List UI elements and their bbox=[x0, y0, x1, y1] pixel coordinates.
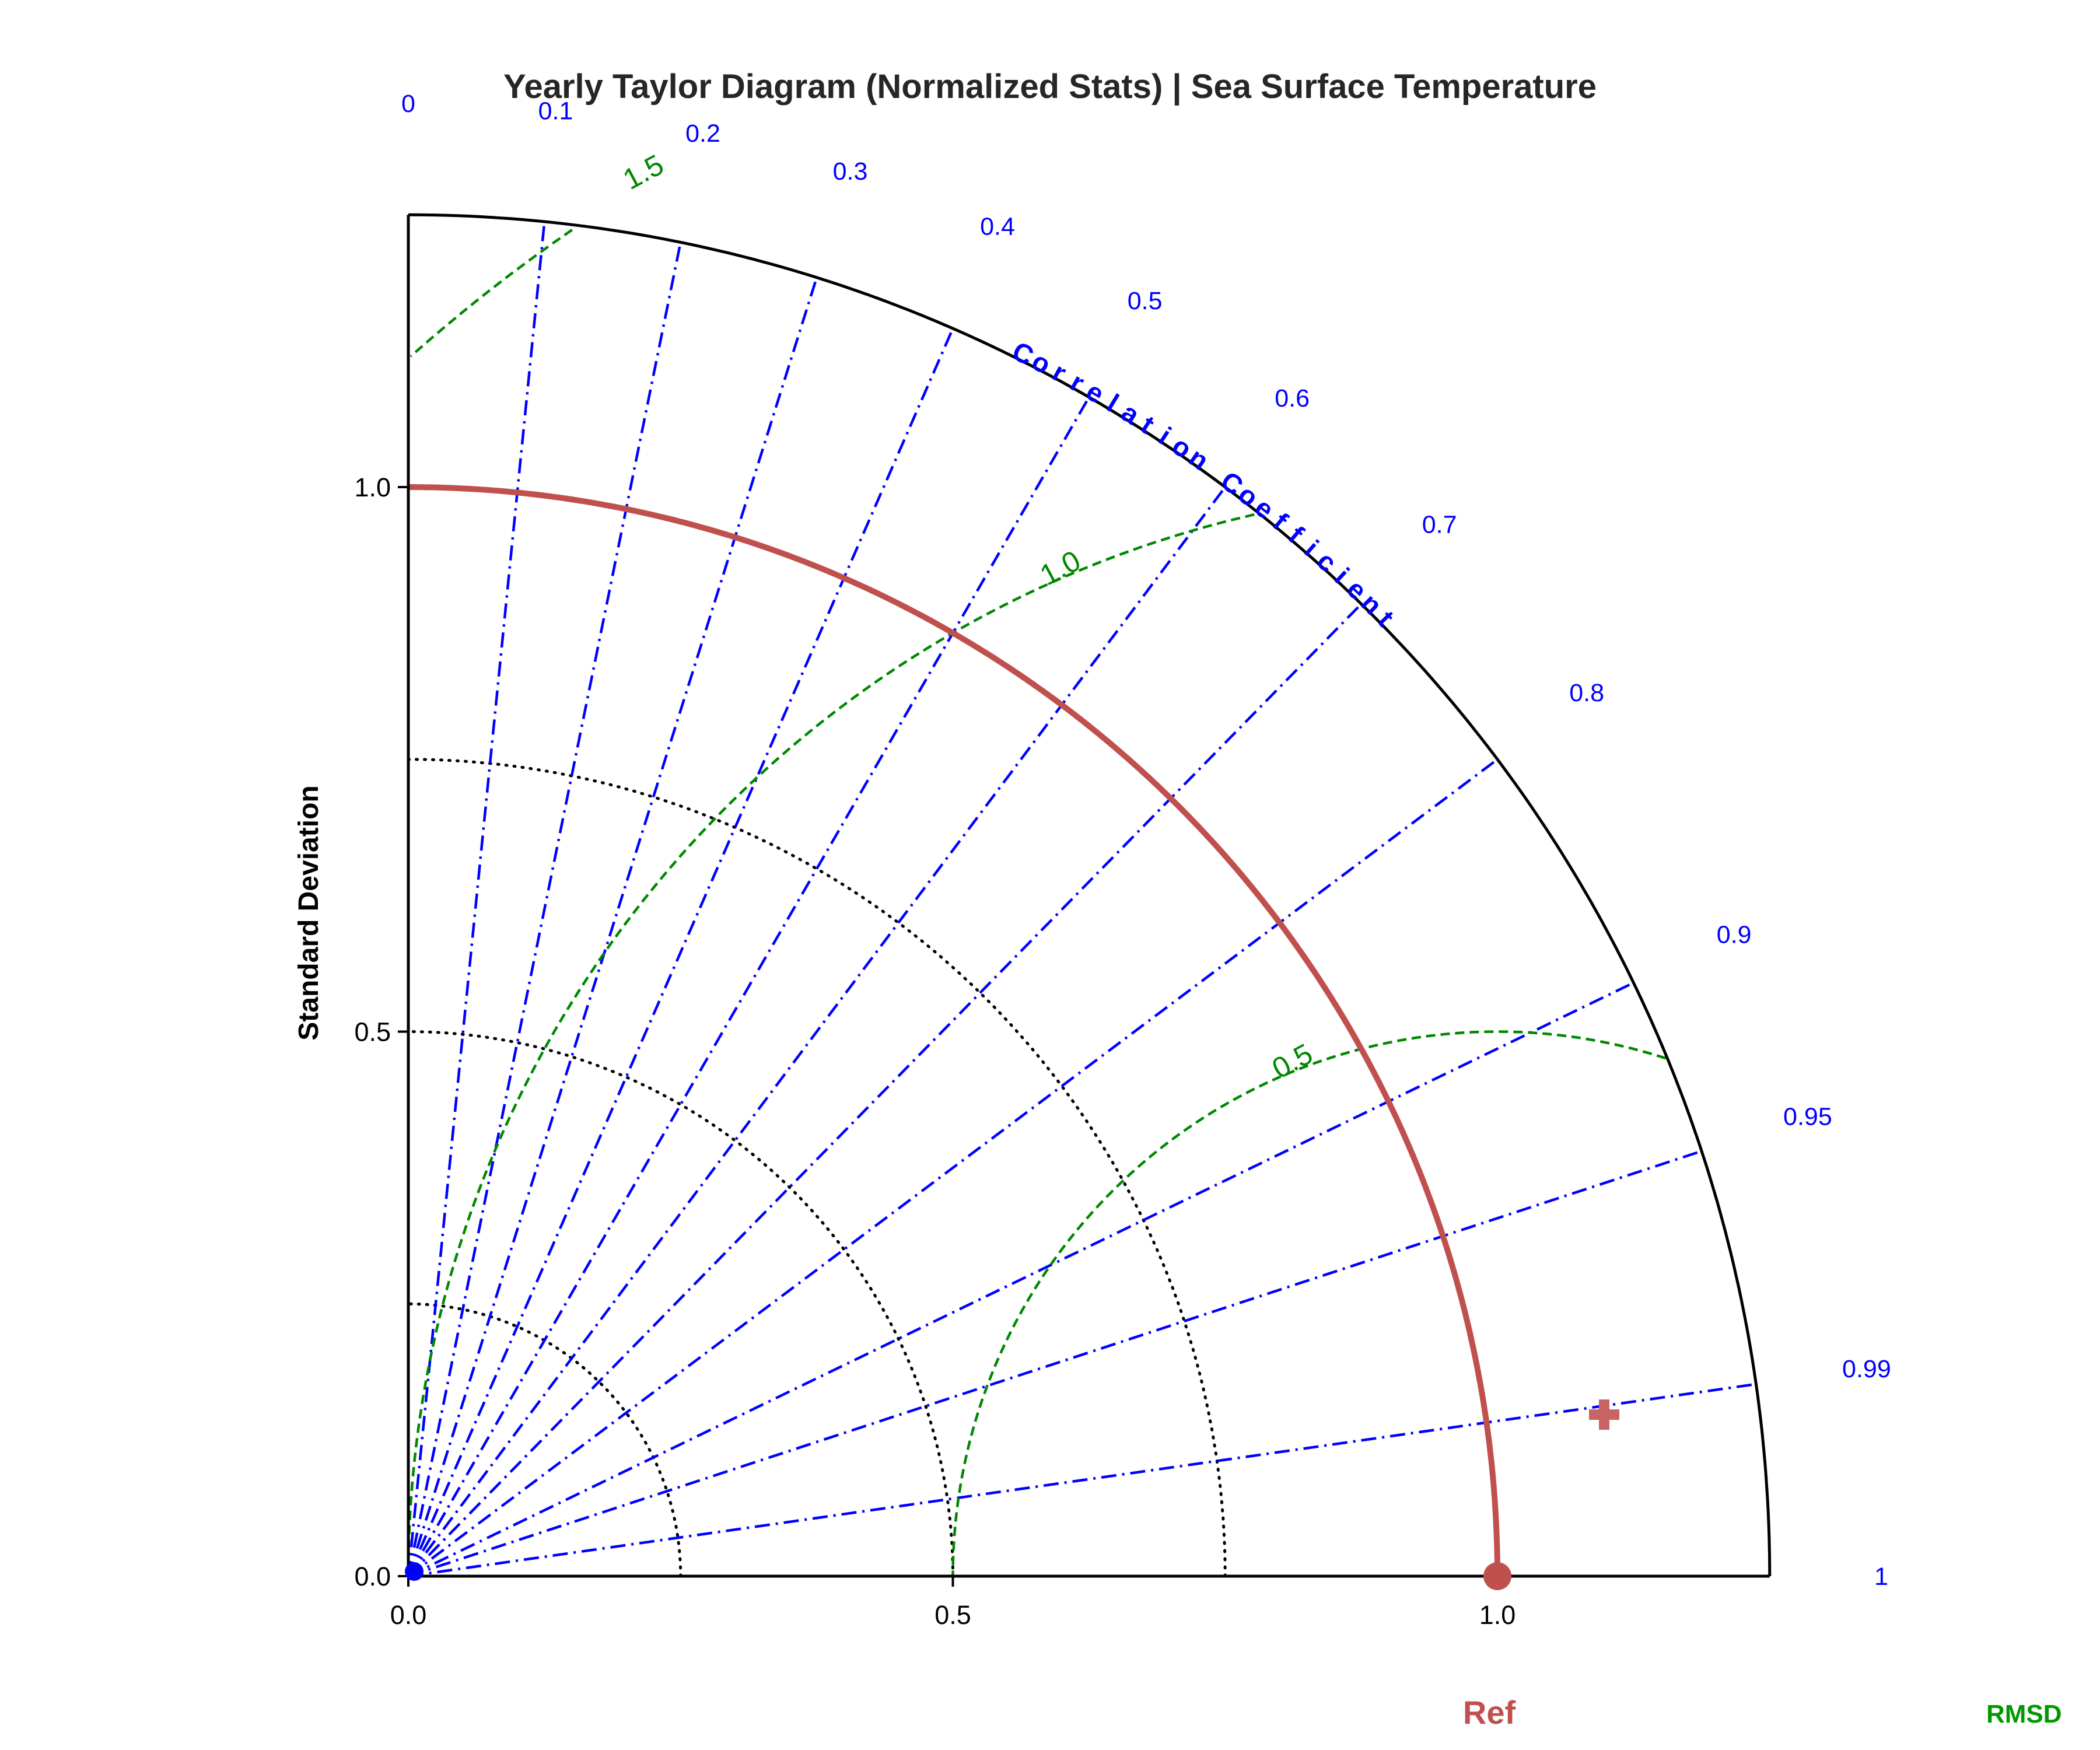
correlation-tick-label: 0.1 bbox=[538, 97, 573, 125]
legend-rmsd-label: RMSD bbox=[1986, 1700, 2062, 1728]
grid-layer bbox=[407, 221, 1756, 1578]
correlation-tick-label: 0.4 bbox=[980, 213, 1015, 241]
correlation-ray bbox=[407, 396, 1090, 1577]
legend-ref-label: Ref bbox=[1463, 1694, 1516, 1731]
rmsd-contour-label: 1.0 bbox=[1035, 544, 1086, 592]
correlation-ray bbox=[408, 1382, 1756, 1578]
correlation-ray bbox=[408, 1150, 1702, 1578]
correlation-tick-label: 0.6 bbox=[1275, 384, 1310, 412]
x-tick-label: 1.0 bbox=[1479, 1600, 1516, 1630]
correlation-ray bbox=[408, 981, 1634, 1578]
y-tick-label: 0.0 bbox=[354, 1562, 391, 1591]
rmsd-contour bbox=[951, 1030, 1667, 1576]
correlation-ray bbox=[407, 758, 1499, 1577]
y-tick-label: 0.5 bbox=[354, 1017, 391, 1047]
x-tick-label: 0.0 bbox=[390, 1600, 427, 1630]
correlation-ray bbox=[407, 242, 682, 1577]
correlation-tick-label: 0.99 bbox=[1842, 1355, 1891, 1383]
std-grid-circle bbox=[407, 1030, 954, 1578]
correlation-ray bbox=[407, 603, 1363, 1577]
correlation-axis-label-glyph: t bbox=[1136, 410, 1160, 440]
rmsd-contour-label: 1.5 bbox=[618, 148, 669, 196]
correlation-ray bbox=[407, 221, 546, 1577]
reference-point bbox=[1483, 1562, 1511, 1590]
correlation-tick-label: 0.5 bbox=[1128, 287, 1163, 315]
std-grid-circle bbox=[407, 1302, 682, 1578]
correlation-tick-label: 0.95 bbox=[1783, 1103, 1832, 1131]
correlation-ray bbox=[407, 328, 954, 1577]
origin-marker bbox=[405, 1562, 424, 1581]
y-axis-label: Standard Deviation bbox=[293, 785, 324, 1040]
correlation-tick-label: 0.8 bbox=[1569, 679, 1604, 707]
correlation-tick-label: 0.9 bbox=[1717, 921, 1752, 949]
axes-layer bbox=[398, 213, 1772, 1587]
rmsd-contour-label: 0.5 bbox=[1267, 1037, 1318, 1085]
text-layer: Yearly Taylor Diagram (Normalized Stats)… bbox=[293, 68, 2062, 1731]
rmsd-contour bbox=[407, 513, 1255, 1576]
model-point bbox=[1589, 1399, 1620, 1430]
std-grid-circle bbox=[407, 758, 1227, 1578]
correlation-axis-label-glyph: e bbox=[1082, 376, 1110, 410]
correlation-tick-label: 1 bbox=[1874, 1563, 1888, 1591]
y-tick-label: 1.0 bbox=[354, 473, 391, 502]
correlation-tick-label: 0.3 bbox=[833, 158, 868, 186]
correlation-tick-label: 0.2 bbox=[685, 120, 720, 148]
chart-title: Yearly Taylor Diagram (Normalized Stats)… bbox=[503, 68, 1597, 106]
correlation-tick-label: 0 bbox=[401, 90, 415, 118]
correlation-tick-label: 0.7 bbox=[1422, 511, 1457, 539]
rmsd-contour bbox=[410, 229, 573, 358]
outer-arc bbox=[408, 213, 1772, 1577]
x-tick-label: 0.5 bbox=[935, 1600, 971, 1630]
correlation-ray bbox=[407, 277, 818, 1577]
marks-layer bbox=[405, 1399, 1620, 1590]
correlation-axis-label-glyph: a bbox=[1116, 397, 1144, 430]
correlation-axis-label-glyph: l bbox=[1102, 388, 1124, 418]
correlation-ray bbox=[407, 486, 1227, 1577]
reference-std-circle bbox=[408, 484, 1500, 1576]
